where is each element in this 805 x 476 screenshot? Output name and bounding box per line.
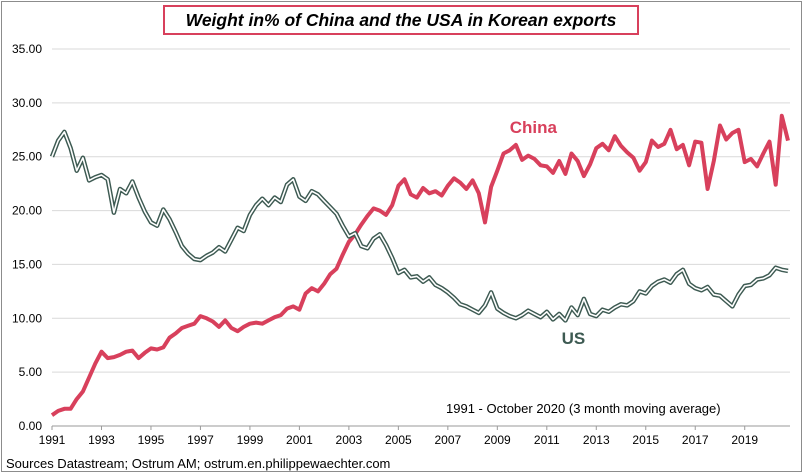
x-tick-label: 2001 bbox=[286, 433, 313, 447]
series-line-china bbox=[50, 113, 790, 417]
y-tick-label: 15.00 bbox=[12, 257, 42, 271]
y-tick-label: 35.00 bbox=[12, 42, 42, 56]
gridlines bbox=[52, 48, 790, 373]
x-tick-label: 2005 bbox=[385, 433, 412, 447]
series-line-us bbox=[51, 131, 789, 322]
series-labels: China US bbox=[510, 118, 586, 348]
x-tick-label: 1993 bbox=[88, 433, 115, 447]
x-tick-labels: 1991 1993 1995 1997 1999 2001 2003 2005 2007 2009… bbox=[39, 426, 758, 447]
x-tick-label: 2017 bbox=[682, 433, 709, 447]
chart-title: Weight in% of China and the USA in Korea… bbox=[163, 5, 639, 35]
x-tick-label: 1995 bbox=[138, 433, 165, 447]
series-label-us: US bbox=[562, 329, 586, 348]
x-tick-label: 2007 bbox=[434, 433, 461, 447]
x-tick-label: 2003 bbox=[336, 433, 363, 447]
y-tick-label: 0.00 bbox=[19, 419, 43, 433]
x-tick-label: 2011 bbox=[534, 433, 560, 447]
x-tick-label: 1997 bbox=[187, 433, 214, 447]
source-note: Sources Datastream; Ostrum AM; ostrum.en… bbox=[6, 456, 391, 471]
y-tick-label: 30.00 bbox=[12, 96, 42, 110]
x-tick-label: 2009 bbox=[484, 433, 511, 447]
chart-annotation: 1991 - October 2020 (3 month moving aver… bbox=[446, 401, 721, 416]
series-lines bbox=[49, 113, 790, 417]
series-line-us-outline bbox=[49, 129, 789, 323]
x-tick-label: 2015 bbox=[632, 433, 659, 447]
x-tick-label: 2013 bbox=[583, 433, 610, 447]
series-label-china: China bbox=[510, 118, 558, 137]
x-tick-label: 2019 bbox=[731, 433, 758, 447]
x-tick-label: 1991 bbox=[39, 433, 66, 447]
x-tick-label: 1999 bbox=[237, 433, 264, 447]
y-tick-labels: 0.00 5.00 10.00 15.00 20.00 25.00 30.00 35.00 bbox=[12, 42, 42, 433]
y-tick-label: 25.00 bbox=[12, 150, 42, 164]
y-tick-label: 10.00 bbox=[12, 311, 42, 325]
y-tick-label: 20.00 bbox=[12, 204, 42, 218]
y-tick-label: 5.00 bbox=[19, 365, 43, 379]
